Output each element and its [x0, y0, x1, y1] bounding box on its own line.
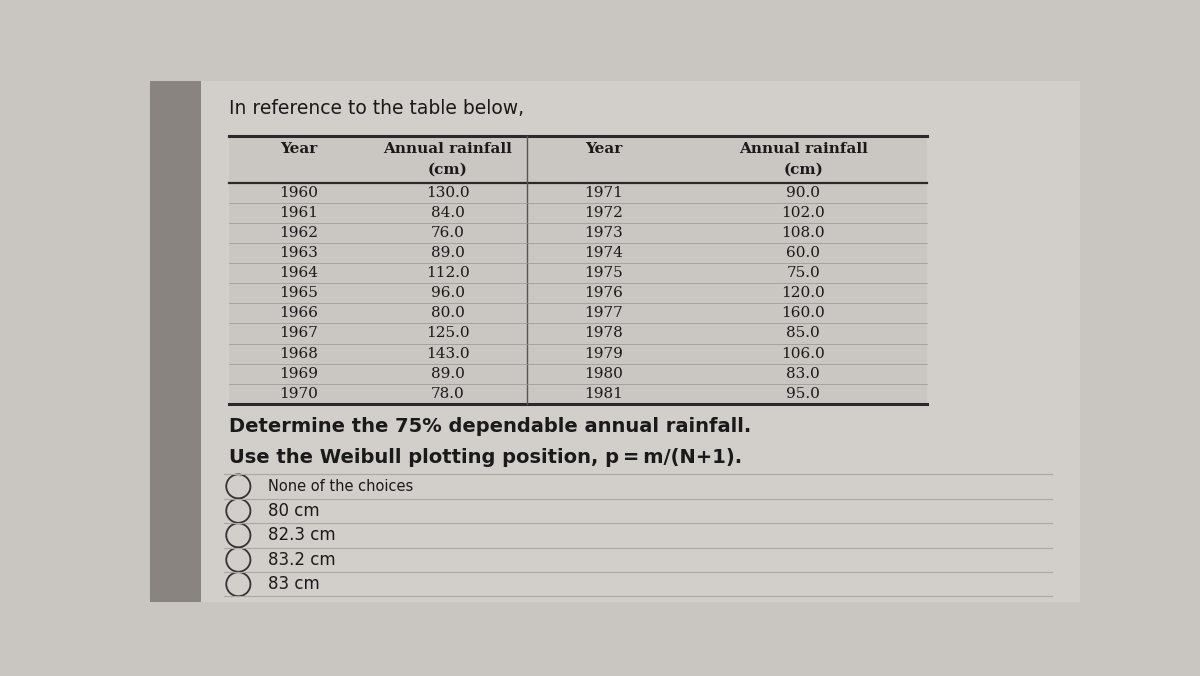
Text: 96.0: 96.0 [431, 286, 464, 300]
Text: Year: Year [584, 142, 622, 156]
Text: 160.0: 160.0 [781, 306, 826, 320]
Text: 1977: 1977 [584, 306, 623, 320]
Text: (cm): (cm) [427, 162, 468, 176]
Text: 1975: 1975 [584, 266, 623, 280]
Text: 1963: 1963 [280, 246, 318, 260]
Text: 83.0: 83.0 [786, 366, 821, 381]
Text: 1978: 1978 [584, 327, 623, 341]
Text: 1964: 1964 [280, 266, 318, 280]
Text: In reference to the table below,: In reference to the table below, [229, 99, 524, 118]
Text: 1971: 1971 [584, 186, 623, 199]
Text: 120.0: 120.0 [781, 286, 826, 300]
Text: 1961: 1961 [280, 206, 318, 220]
Text: 1981: 1981 [584, 387, 623, 401]
Text: 125.0: 125.0 [426, 327, 469, 341]
Text: 1965: 1965 [280, 286, 318, 300]
Text: 1973: 1973 [584, 226, 623, 240]
Text: 106.0: 106.0 [781, 347, 826, 360]
Text: 89.0: 89.0 [431, 366, 464, 381]
Text: 90.0: 90.0 [786, 186, 821, 199]
Text: 130.0: 130.0 [426, 186, 469, 199]
Bar [150, 81, 202, 602]
Text: 1970: 1970 [280, 387, 318, 401]
Text: 1976: 1976 [584, 286, 623, 300]
Text: 75.0: 75.0 [786, 266, 821, 280]
Text: Annual rainfall: Annual rainfall [383, 142, 512, 156]
Text: 83 cm: 83 cm [268, 575, 320, 594]
Text: Use the Weibull plotting position, p = m/(N+1).: Use the Weibull plotting position, p = m… [229, 448, 742, 467]
Text: 143.0: 143.0 [426, 347, 469, 360]
Text: 84.0: 84.0 [431, 206, 464, 220]
Text: 95.0: 95.0 [786, 387, 821, 401]
Text: Determine the 75% dependable annual rainfall.: Determine the 75% dependable annual rain… [229, 417, 751, 436]
Text: 102.0: 102.0 [781, 206, 826, 220]
Text: 80.0: 80.0 [431, 306, 464, 320]
Text: 1969: 1969 [280, 366, 318, 381]
Text: 78.0: 78.0 [431, 387, 464, 401]
Text: 1979: 1979 [584, 347, 623, 360]
Text: 108.0: 108.0 [781, 226, 826, 240]
Text: 112.0: 112.0 [426, 266, 469, 280]
Text: 89.0: 89.0 [431, 246, 464, 260]
Text: 80 cm: 80 cm [268, 502, 319, 520]
Text: 1980: 1980 [584, 366, 623, 381]
Text: 60.0: 60.0 [786, 246, 821, 260]
Text: (cm): (cm) [784, 162, 823, 176]
Text: 1960: 1960 [280, 186, 318, 199]
Text: 85.0: 85.0 [786, 327, 821, 341]
Text: None of the choices: None of the choices [268, 479, 413, 494]
Text: 83.2 cm: 83.2 cm [268, 551, 336, 569]
Text: 1966: 1966 [280, 306, 318, 320]
Text: Year: Year [280, 142, 318, 156]
Text: 1974: 1974 [584, 246, 623, 260]
Text: 76.0: 76.0 [431, 226, 464, 240]
Text: 1968: 1968 [280, 347, 318, 360]
Text: 1972: 1972 [584, 206, 623, 220]
Text: 82.3 cm: 82.3 cm [268, 527, 336, 544]
Text: 1967: 1967 [280, 327, 318, 341]
Text: Annual rainfall: Annual rainfall [739, 142, 868, 156]
Text: 1962: 1962 [280, 226, 318, 240]
